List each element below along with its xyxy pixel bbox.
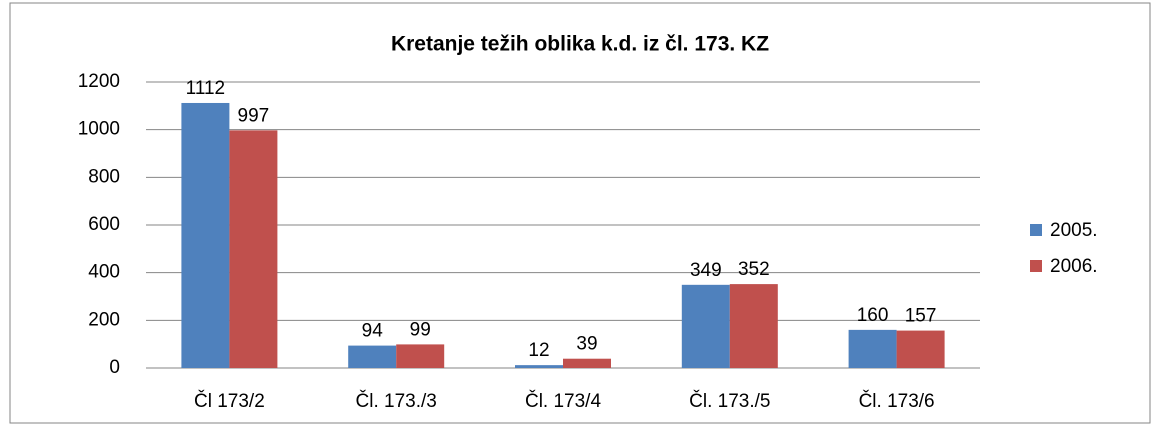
x-tick-label: Čl. 173./3 [356,390,437,412]
x-tick-label: Čl 173/2 [194,390,265,412]
value-label: 352 [738,259,770,280]
value-label: 12 [528,340,549,361]
chart-title: Kretanje težih oblika k.d. iz čl. 173. K… [391,33,769,56]
y-tick-label: 600 [88,214,120,235]
bar [515,365,563,368]
value-label: 160 [857,305,889,326]
y-tick-label: 1000 [78,119,120,140]
bar [896,330,945,368]
y-tick-label: 200 [88,309,120,330]
legend-label: 2006. [1050,256,1098,277]
x-tick-label: Čl. 173/4 [525,390,601,412]
y-tick-label: 0 [109,357,120,378]
value-label: 1112 [186,78,225,99]
bar [396,344,445,368]
value-label: 349 [690,260,722,281]
bar [563,358,611,368]
bar [848,329,897,368]
y-tick-label: 400 [88,262,120,283]
legend-swatch [1030,260,1042,272]
x-tick-label: Čl. 173./5 [689,390,770,412]
x-tick-label: Čl. 173/6 [859,390,935,412]
y-tick-label: 800 [88,166,120,187]
bar [681,284,730,368]
value-label: 99 [410,319,431,340]
bar [348,345,397,368]
bar [729,284,778,368]
bar [181,102,230,369]
value-label: 39 [576,334,597,355]
legend-label: 2005. [1050,220,1098,241]
value-label: 997 [238,105,270,126]
value-label: 157 [905,306,937,327]
value-label: 94 [362,321,384,342]
legend-swatch [1030,224,1042,236]
y-tick-label: 1200 [78,71,120,92]
bar [229,130,278,368]
